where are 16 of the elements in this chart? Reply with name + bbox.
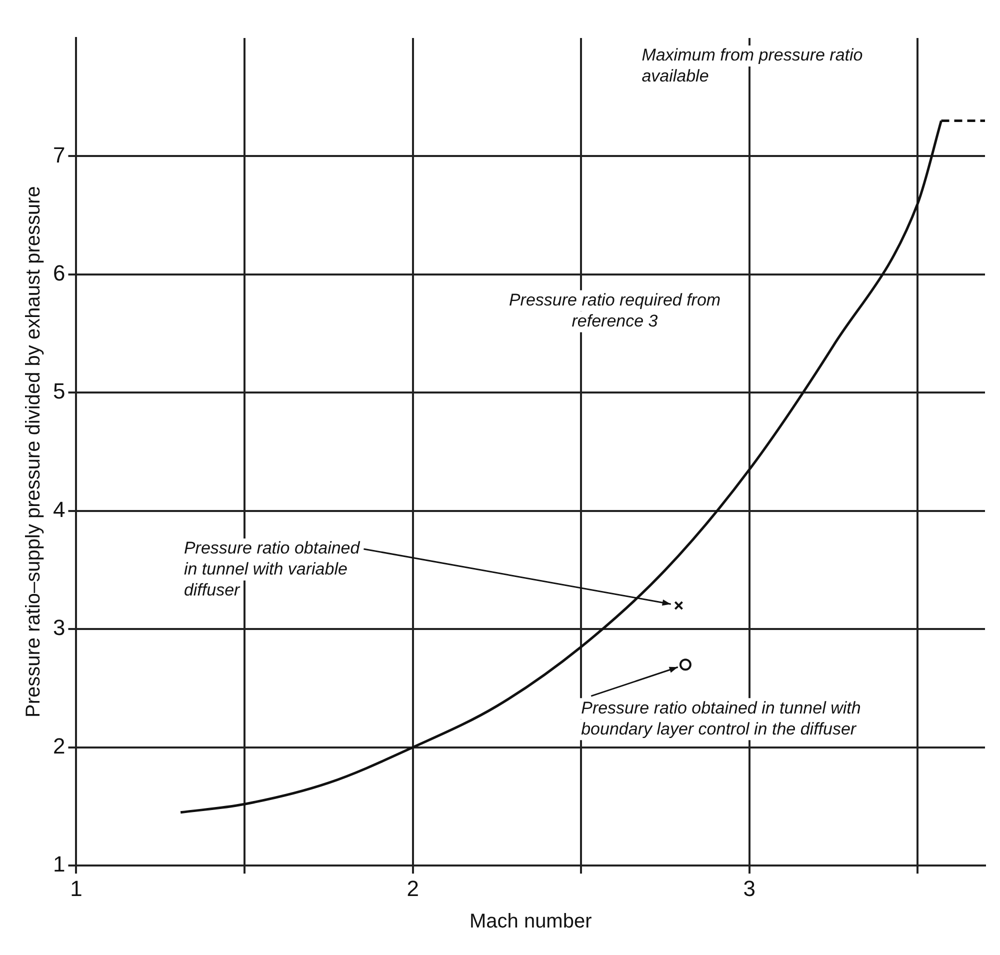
x-tick-label: 1 (70, 876, 82, 901)
y-tick-label: 5 (52, 378, 66, 404)
annotation: Pressure ratio obtained in tunnel with variable diffuser (184, 538, 360, 600)
x-tick-label: 2 (406, 876, 419, 901)
x-tick-label: 3 (743, 876, 756, 901)
annotation: Pressure ratio obtained in tunnel with boundary layer control in the diffuser (581, 698, 861, 738)
y-tick-label: 7 (52, 142, 66, 168)
y-axis-title: Pressure ratio–supply pressure divided by exhaust pressure (22, 186, 45, 718)
y-tick-label: 4 (52, 496, 66, 522)
y-tick-label: 2 (52, 733, 66, 758)
annotation: Pressure ratio required from reference 3 (508, 290, 721, 330)
y-tick-label: 1 (52, 852, 66, 877)
annotation: Maximum from pressure ratio available (642, 46, 863, 86)
x-axis-title: Mach number (469, 910, 592, 933)
y-tick-label: 3 (52, 615, 66, 640)
y-tick-label: 6 (52, 260, 66, 286)
